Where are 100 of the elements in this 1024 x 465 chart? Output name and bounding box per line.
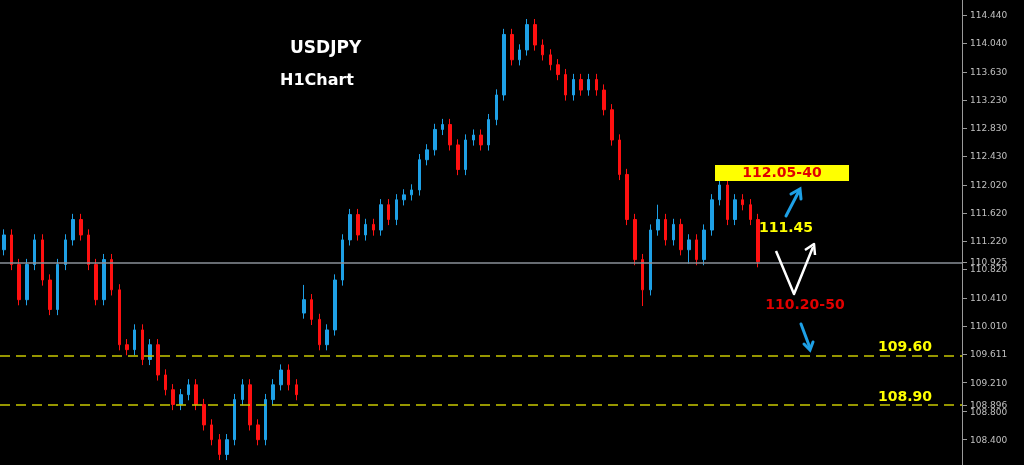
candlestick — [687, 233, 691, 265]
candlestick — [533, 18, 537, 52]
candlestick — [341, 233, 344, 287]
candlestick — [2, 228, 6, 256]
candlestick — [248, 378, 252, 432]
candlestick — [295, 378, 298, 401]
candlestick — [402, 188, 406, 206]
annotation: 111.45 — [758, 219, 814, 235]
candlestick — [641, 253, 644, 307]
y-tick-label: 110.010 — [970, 321, 1008, 332]
candlestick — [87, 228, 90, 271]
candlestick — [433, 123, 437, 156]
candlestick — [502, 28, 506, 102]
candlestick — [756, 213, 760, 268]
candlestick — [441, 118, 444, 136]
candlestick — [287, 363, 290, 391]
candlestick — [64, 233, 67, 271]
candlestick — [387, 198, 390, 226]
candlestick — [356, 208, 360, 242]
candlestick — [218, 433, 221, 461]
candlestick — [33, 233, 36, 271]
candlestick — [464, 133, 467, 176]
candlestick — [495, 88, 498, 126]
candlestick — [179, 388, 183, 411]
candlestick — [264, 393, 267, 446]
candlestick — [510, 28, 514, 66]
candlestick — [487, 113, 490, 152]
y-tick-label: 112.830 — [970, 123, 1008, 134]
y-tick-label: 110.410 — [970, 293, 1008, 304]
candlestick — [279, 363, 283, 391]
candlestick — [187, 378, 190, 401]
y-tick-label: 112.430 — [970, 151, 1008, 162]
candlestick — [310, 293, 313, 326]
candlestick — [425, 143, 429, 166]
y-tick-label: 111.220 — [970, 236, 1008, 247]
candlestick — [749, 198, 752, 226]
text: USDJPY — [290, 36, 362, 57]
candlestick — [372, 218, 375, 237]
ref-line-label: 108.90 — [877, 387, 933, 404]
y-tick-label: 114.440 — [970, 9, 1008, 20]
candlestick — [726, 178, 729, 226]
candlestick — [479, 128, 483, 152]
candlestick — [418, 153, 421, 197]
candlestick — [610, 103, 614, 147]
candlestick — [572, 73, 575, 102]
y-tick-label: 109.611 — [970, 349, 1008, 360]
candlestick — [564, 68, 567, 102]
candlestick — [79, 213, 83, 242]
candlestick — [472, 128, 475, 147]
y-tick-label: 113.630 — [970, 66, 1008, 77]
candlestick — [141, 323, 144, 366]
candlestick — [210, 418, 213, 446]
candlestick — [718, 178, 721, 206]
candlestick — [579, 73, 583, 97]
candlestick — [625, 168, 629, 226]
y-tick-label: 113.230 — [970, 94, 1008, 105]
candlestick — [118, 283, 121, 351]
candlestick — [525, 18, 529, 57]
candlestick — [10, 228, 13, 271]
candlestick — [664, 213, 667, 247]
candlestick — [679, 218, 683, 256]
candlestick — [649, 223, 652, 296]
candlestick — [41, 233, 44, 287]
y-tick-label: 109.210 — [970, 377, 1008, 388]
annotation: 110.20-50 — [764, 296, 846, 312]
candlestick — [456, 138, 460, 176]
candlestick — [271, 378, 275, 406]
candlestick — [379, 198, 383, 237]
candlestick — [595, 73, 598, 97]
candlestick — [318, 313, 321, 351]
candlestick — [94, 258, 98, 306]
y-tick-label: 114.040 — [970, 37, 1008, 48]
candlestick — [48, 273, 52, 316]
candlestick — [618, 133, 621, 181]
candlestick — [348, 208, 352, 247]
candlestick — [302, 284, 306, 320]
candlestick — [17, 258, 21, 306]
candlestick — [333, 273, 337, 337]
candlestick — [410, 183, 413, 201]
ref-line-label: 109.60 — [877, 338, 933, 355]
candlestick — [133, 323, 136, 356]
candlestick — [25, 258, 29, 306]
candlestick — [672, 218, 675, 247]
candlestick — [325, 323, 329, 351]
candlestick — [233, 393, 236, 446]
y-tick-label: 112.020 — [970, 180, 1008, 191]
candlestick — [241, 378, 244, 406]
candlestick — [171, 383, 175, 411]
y-tick-label: 108.400 — [970, 434, 1008, 445]
candlestick — [71, 213, 75, 247]
candlestick — [156, 338, 160, 382]
candlestick — [549, 48, 552, 71]
candlestick — [256, 418, 260, 446]
candlestick — [518, 43, 521, 66]
candlestick — [710, 193, 714, 237]
candlestick — [541, 38, 544, 61]
candlestick — [164, 368, 167, 396]
candlestick — [556, 58, 560, 81]
candlestick — [633, 213, 637, 266]
candlestick — [702, 223, 706, 266]
